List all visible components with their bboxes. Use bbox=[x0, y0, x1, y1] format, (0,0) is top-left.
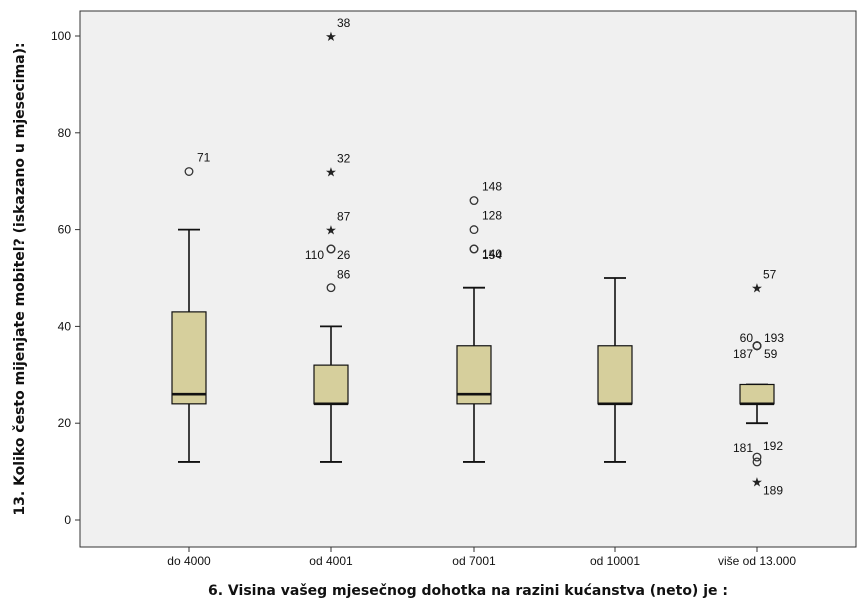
outlier-label: 110 bbox=[305, 248, 324, 262]
y-axis-title: 13. Koliko često mijenjate mobitel? (isk… bbox=[12, 42, 28, 515]
outlier-label: 87 bbox=[337, 210, 351, 224]
outlier-circle bbox=[184, 167, 194, 176]
y-tick-label: 20 bbox=[58, 416, 72, 430]
box bbox=[313, 364, 349, 405]
box-group bbox=[171, 228, 207, 463]
outlier-star: ★ bbox=[751, 475, 763, 490]
box bbox=[739, 383, 775, 405]
y-axis: 0 20 40 60 80 100 bbox=[51, 29, 80, 527]
outlier-label: 193 bbox=[764, 331, 784, 345]
box bbox=[171, 311, 207, 405]
x-axis-title: 6. Visina vašeg mjesečnog dohotka na raz… bbox=[208, 583, 728, 599]
box-group bbox=[456, 286, 492, 463]
outlier-circle bbox=[752, 341, 762, 351]
outlier-label: 140 bbox=[482, 247, 502, 261]
box-group bbox=[313, 325, 349, 463]
outlier-circle bbox=[469, 196, 479, 206]
x-tick-label: od 10001 bbox=[590, 554, 640, 568]
outlier-label: 59 bbox=[764, 347, 778, 361]
outlier-star: ★ bbox=[325, 166, 337, 181]
box-group bbox=[739, 383, 775, 425]
outlier-label: 38 bbox=[337, 16, 351, 30]
x-tick-label: do 4000 bbox=[167, 554, 211, 568]
x-tick-label: više od 13.000 bbox=[718, 554, 796, 568]
y-tick-label: 80 bbox=[58, 126, 72, 140]
outlier-label: 71 bbox=[197, 151, 211, 165]
outlier-circle bbox=[326, 283, 336, 293]
x-tick-label: od 7001 bbox=[452, 554, 496, 568]
outlier-circle bbox=[326, 244, 336, 254]
box bbox=[597, 345, 633, 405]
outlier-label: 148 bbox=[482, 180, 502, 194]
outlier-label: 187 bbox=[733, 347, 753, 361]
outlier-circle bbox=[469, 244, 479, 254]
outlier-label: 57 bbox=[763, 268, 777, 282]
y-tick-label: 0 bbox=[64, 513, 71, 527]
y-tick-label: 40 bbox=[58, 319, 72, 333]
outlier-star: ★ bbox=[751, 282, 763, 297]
outlier-star: ★ bbox=[325, 224, 337, 239]
outlier-label: 86 bbox=[337, 268, 351, 282]
outlier-label: 26 bbox=[337, 248, 351, 262]
y-tick-label: 60 bbox=[58, 223, 72, 237]
x-axis: do 4000 od 4001 od 7001 od 10001 više od 13.… bbox=[167, 547, 796, 568]
outlier-label: 192 bbox=[763, 439, 783, 453]
outlier-circle bbox=[469, 225, 479, 235]
outlier-label: 181 bbox=[733, 441, 753, 455]
outlier-label: 189 bbox=[763, 483, 783, 497]
outlier-circle bbox=[752, 457, 762, 467]
boxes-layer bbox=[171, 228, 775, 463]
y-tick-label: 100 bbox=[51, 29, 71, 43]
outlier-label: 32 bbox=[337, 152, 351, 166]
outlier-label: 60 bbox=[740, 331, 754, 345]
outlier-circle bbox=[752, 452, 762, 462]
box-group bbox=[597, 277, 633, 463]
outlier-label: 128 bbox=[482, 209, 502, 223]
outlier-label: 154 bbox=[482, 248, 502, 262]
plot-area bbox=[79, 10, 857, 548]
outlier-star: ★ bbox=[325, 30, 337, 45]
x-tick-label: od 4001 bbox=[309, 554, 353, 568]
